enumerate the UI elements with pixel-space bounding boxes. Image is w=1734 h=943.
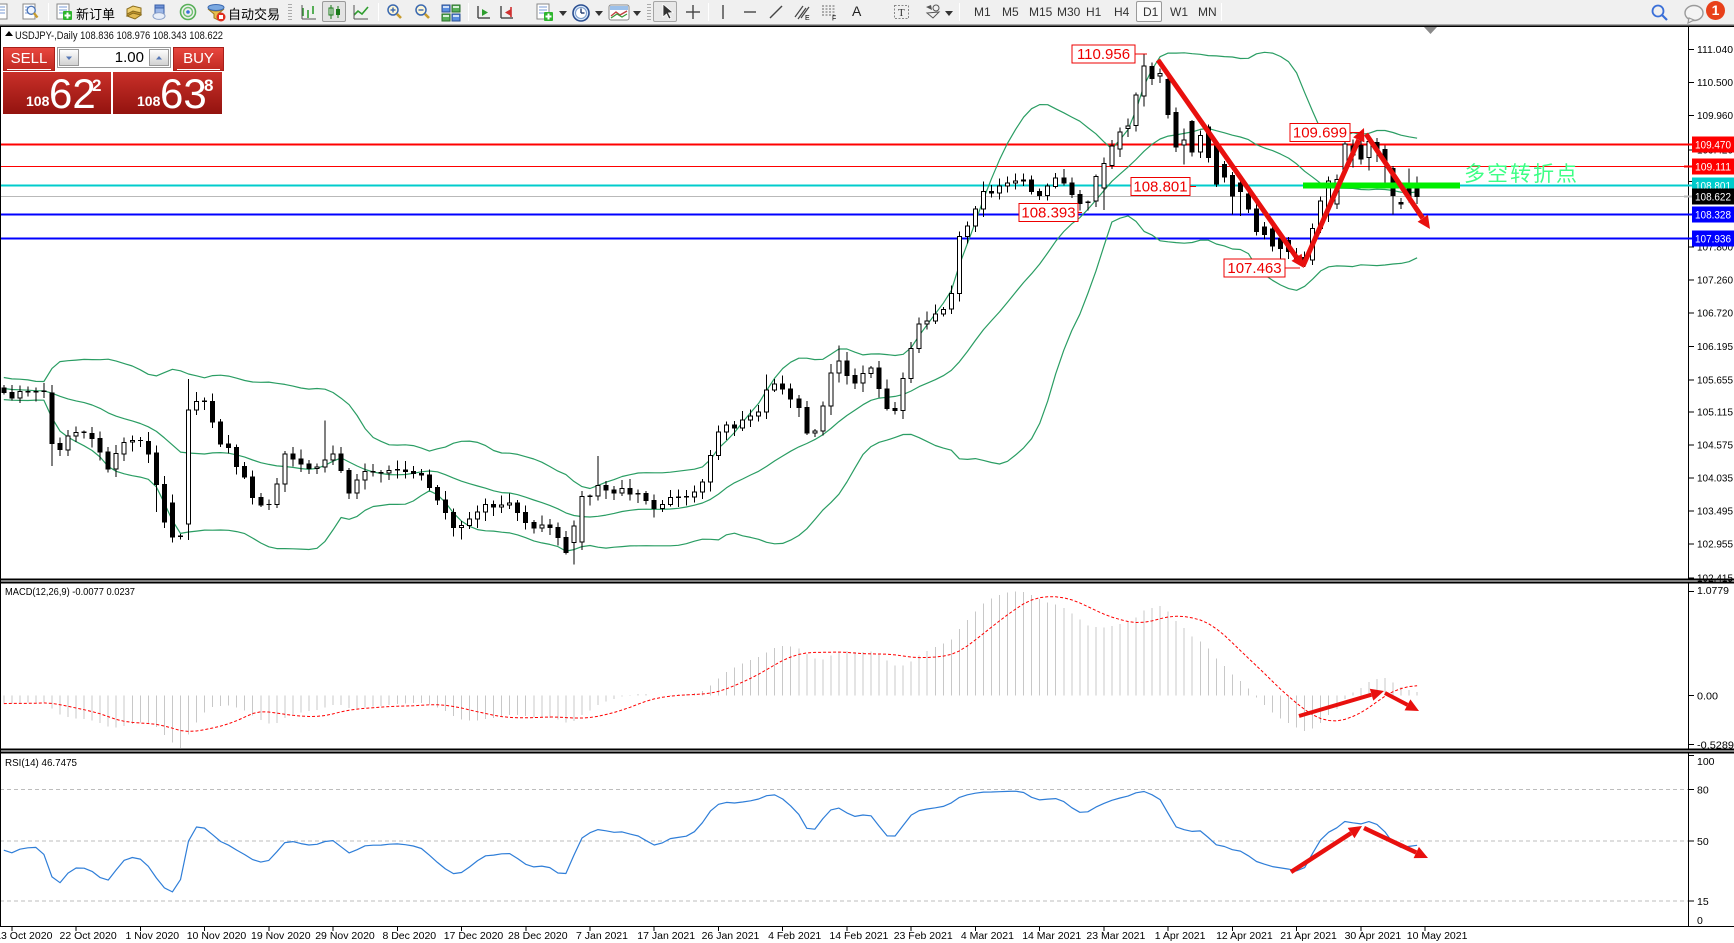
svg-text:4 Mar 2021: 4 Mar 2021: [961, 930, 1014, 942]
svg-text:8 Dec 2020: 8 Dec 2020: [382, 930, 436, 942]
svg-text:4 Feb 2021: 4 Feb 2021: [768, 930, 821, 942]
svg-text:0: 0: [1697, 915, 1703, 927]
svg-text:106.720: 106.720: [1697, 308, 1733, 320]
svg-text:1 Apr 2021: 1 Apr 2021: [1155, 930, 1206, 942]
svg-text:MACD(12,26,9) -0.0077 0.0237: MACD(12,26,9) -0.0077 0.0237: [5, 586, 135, 598]
svg-text:USDJPY-,Daily 108.836 108.976: USDJPY-,Daily 108.836 108.976 108.343 10…: [15, 30, 223, 42]
svg-text:110.500: 110.500: [1697, 77, 1733, 89]
svg-text:108.622: 108.622: [1695, 192, 1731, 204]
svg-text:17 Dec 2020: 17 Dec 2020: [444, 930, 504, 942]
svg-text:107.936: 107.936: [1695, 234, 1731, 246]
svg-text:RSI(14) 46.7475: RSI(14) 46.7475: [5, 757, 77, 769]
svg-text:104.575: 104.575: [1697, 440, 1733, 452]
svg-text:30 Apr 2021: 30 Apr 2021: [1345, 930, 1402, 942]
svg-text:F: F: [832, 16, 836, 22]
svg-text:109.470: 109.470: [1695, 140, 1731, 152]
svg-text:110.956: 110.956: [1077, 46, 1130, 63]
svg-text:1.0779: 1.0779: [1697, 585, 1729, 597]
svg-text:104.035: 104.035: [1697, 473, 1733, 485]
svg-text:26 Jan 2021: 26 Jan 2021: [702, 930, 760, 942]
svg-text:80: 80: [1697, 785, 1709, 797]
svg-text:105.115: 105.115: [1697, 407, 1733, 419]
svg-text:102.955: 102.955: [1697, 538, 1733, 550]
svg-text:50: 50: [1697, 836, 1709, 848]
svg-text:111.040: 111.040: [1697, 44, 1733, 56]
svg-text:29 Nov 2020: 29 Nov 2020: [315, 930, 375, 942]
svg-text:E: E: [805, 15, 810, 21]
svg-text:-0.5289: -0.5289: [1697, 740, 1734, 752]
svg-text:21 Apr 2021: 21 Apr 2021: [1280, 930, 1337, 942]
svg-text:103.495: 103.495: [1697, 505, 1733, 517]
svg-text:12 Apr 2021: 12 Apr 2021: [1216, 930, 1273, 942]
svg-text:10 May 2021: 10 May 2021: [1407, 930, 1468, 942]
svg-text:107.260: 107.260: [1697, 275, 1733, 287]
svg-text:19 Nov 2020: 19 Nov 2020: [251, 930, 311, 942]
svg-text:14 Mar 2021: 14 Mar 2021: [1022, 930, 1081, 942]
svg-text:106.195: 106.195: [1697, 341, 1733, 353]
svg-text:10 Nov 2020: 10 Nov 2020: [187, 930, 247, 942]
svg-text:15: 15: [1697, 896, 1709, 908]
svg-text:14 Feb 2021: 14 Feb 2021: [829, 930, 888, 942]
svg-text:多空转折点: 多空转折点: [1464, 163, 1579, 186]
svg-text:109.699: 109.699: [1293, 125, 1347, 142]
svg-text:105.655: 105.655: [1697, 374, 1733, 386]
svg-text:T: T: [898, 7, 905, 19]
svg-text:108.801: 108.801: [1133, 179, 1187, 196]
svg-text:17 Jan 2021: 17 Jan 2021: [637, 930, 695, 942]
svg-text:1 Nov 2020: 1 Nov 2020: [125, 930, 179, 942]
svg-text:28 Dec 2020: 28 Dec 2020: [508, 930, 568, 942]
svg-text:23 Feb 2021: 23 Feb 2021: [894, 930, 953, 942]
svg-text:22 Oct 2020: 22 Oct 2020: [59, 930, 116, 942]
svg-text:23 Mar 2021: 23 Mar 2021: [1086, 930, 1145, 942]
svg-text:109.111: 109.111: [1695, 162, 1731, 174]
svg-text:108.328: 108.328: [1695, 210, 1731, 222]
svg-text:7 Jan 2021: 7 Jan 2021: [576, 930, 628, 942]
svg-text:108.393: 108.393: [1021, 205, 1075, 222]
svg-text:13 Oct 2020: 13 Oct 2020: [0, 930, 53, 942]
svg-text:0.00: 0.00: [1697, 691, 1718, 703]
svg-text:109.960: 109.960: [1697, 110, 1733, 122]
svg-text:107.463: 107.463: [1227, 260, 1281, 277]
svg-text:102.415: 102.415: [1697, 573, 1733, 585]
svg-text:100: 100: [1697, 756, 1715, 768]
